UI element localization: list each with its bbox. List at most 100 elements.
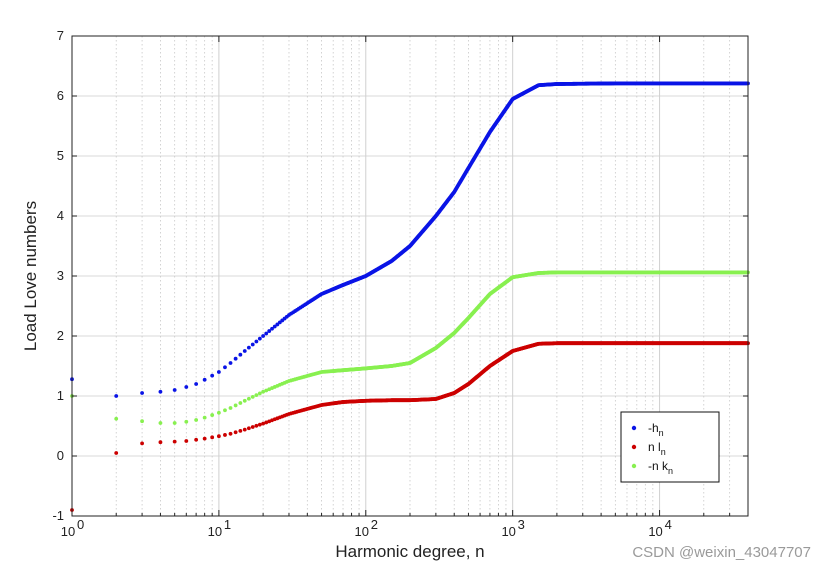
data-point xyxy=(246,345,251,350)
data-point xyxy=(216,370,221,374)
data-point xyxy=(257,422,262,427)
data-point xyxy=(140,419,144,424)
data-point xyxy=(257,391,262,396)
x-tick-label: 10 xyxy=(648,524,662,539)
data-point xyxy=(202,415,207,420)
y-tick-label: 3 xyxy=(57,268,64,283)
data-point xyxy=(270,326,274,331)
data-point xyxy=(140,441,144,446)
data-point xyxy=(216,434,221,439)
data-point xyxy=(228,406,233,410)
data-point xyxy=(184,419,189,424)
data-point xyxy=(228,431,233,436)
data-point xyxy=(223,408,227,413)
data-point xyxy=(184,385,189,389)
data-point xyxy=(210,413,215,417)
series-0 xyxy=(70,81,750,398)
legend-marker xyxy=(631,425,637,431)
data-point xyxy=(158,421,163,425)
series-2 xyxy=(70,270,750,425)
data-point xyxy=(172,421,177,425)
data-point xyxy=(202,377,207,382)
data-point xyxy=(158,440,163,445)
data-point xyxy=(250,425,255,429)
data-point xyxy=(261,421,266,426)
y-tick-label: 4 xyxy=(57,208,64,223)
legend-marker xyxy=(631,463,637,469)
x-tick-exponent: 3 xyxy=(518,517,525,532)
data-point xyxy=(264,331,269,336)
x-tick-label: 10 xyxy=(208,524,222,539)
data-point xyxy=(114,394,119,398)
legend-label: n ln xyxy=(648,440,666,457)
data-point xyxy=(194,437,199,442)
data-point xyxy=(172,439,177,444)
data-point xyxy=(223,365,227,370)
data-point xyxy=(242,349,247,353)
data-point xyxy=(254,423,259,428)
data-point xyxy=(242,427,247,432)
data-point xyxy=(216,410,221,415)
x-tick-label: 10 xyxy=(501,524,515,539)
data-point xyxy=(233,356,238,361)
x-tick-exponent: 0 xyxy=(77,517,84,532)
data-point xyxy=(194,382,199,386)
data-point xyxy=(194,418,199,422)
data-point xyxy=(264,388,269,393)
data-point xyxy=(238,352,243,357)
data-point xyxy=(267,387,272,392)
data-point xyxy=(246,396,251,401)
y-tick-label: 2 xyxy=(57,328,64,343)
data-point xyxy=(250,394,255,399)
data-point xyxy=(233,430,238,435)
data-point xyxy=(140,391,144,395)
y-tick-label: 7 xyxy=(57,28,64,43)
data-point xyxy=(254,339,259,344)
data-point xyxy=(267,329,272,333)
y-tick-label: -1 xyxy=(52,508,64,523)
data-point xyxy=(272,324,277,329)
series-layer xyxy=(70,81,750,512)
data-point xyxy=(210,435,215,440)
data-point xyxy=(223,433,227,437)
data-point xyxy=(238,428,243,433)
legend-label: -hn xyxy=(648,421,664,438)
legend: -hn n ln -n kn xyxy=(620,411,720,483)
data-point xyxy=(228,361,233,365)
y-tick-label: 0 xyxy=(57,448,64,463)
data-point xyxy=(210,373,215,378)
legend-label: -n kn xyxy=(648,459,673,476)
data-point xyxy=(172,388,177,392)
data-point xyxy=(261,334,266,338)
data-point xyxy=(242,398,247,403)
data-point xyxy=(114,416,119,421)
legend-box xyxy=(620,411,720,483)
data-point xyxy=(257,336,262,341)
watermark: CSDN @weixin_43047707 xyxy=(632,544,811,561)
x-axis-title: Harmonic degree, n xyxy=(335,542,484,561)
data-point xyxy=(250,342,255,347)
data-point xyxy=(158,389,163,394)
y-tick-label: 1 xyxy=(57,388,64,403)
data-point xyxy=(264,420,269,425)
x-tick-label: 10 xyxy=(355,524,369,539)
x-tick-exponent: 4 xyxy=(665,517,672,532)
data-point xyxy=(261,389,266,394)
x-tick-exponent: 1 xyxy=(224,517,231,532)
data-point xyxy=(238,401,243,405)
x-tick-label: 10 xyxy=(61,524,75,539)
data-point xyxy=(184,439,189,443)
legend-marker xyxy=(631,444,637,450)
data-point xyxy=(246,426,251,431)
data-point xyxy=(254,393,259,397)
y-tick-label: 6 xyxy=(57,88,64,103)
series-1 xyxy=(70,341,750,512)
data-point xyxy=(114,451,119,455)
y-tick-label: 5 xyxy=(57,148,64,163)
data-point xyxy=(202,436,207,441)
x-tick-exponent: 2 xyxy=(371,517,378,532)
data-point xyxy=(233,403,238,408)
y-axis-title: Load Love numbers xyxy=(21,201,40,351)
